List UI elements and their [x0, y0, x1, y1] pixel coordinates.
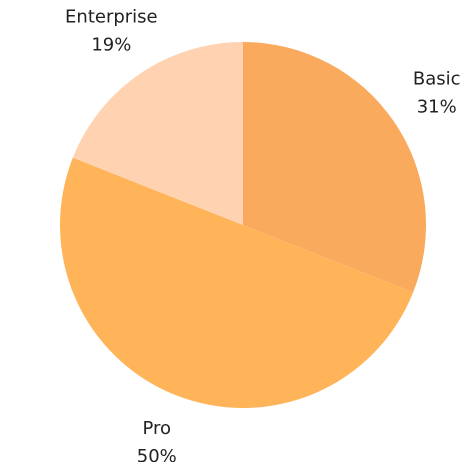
pie-slice: [243, 42, 426, 293]
slice-value-label: 19%: [91, 34, 131, 55]
slice-value-label: 50%: [137, 446, 177, 462]
slice-label: Enterprise: [65, 6, 158, 27]
pie-slice: [59, 157, 414, 408]
slice-label: Basic: [413, 68, 461, 89]
pie-slice: [72, 42, 243, 225]
slice-value-label: 31%: [417, 96, 457, 117]
slice-label: Pro: [142, 418, 171, 439]
